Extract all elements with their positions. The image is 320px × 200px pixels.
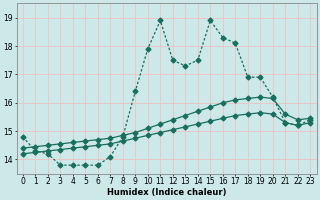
X-axis label: Humidex (Indice chaleur): Humidex (Indice chaleur) — [107, 188, 226, 197]
